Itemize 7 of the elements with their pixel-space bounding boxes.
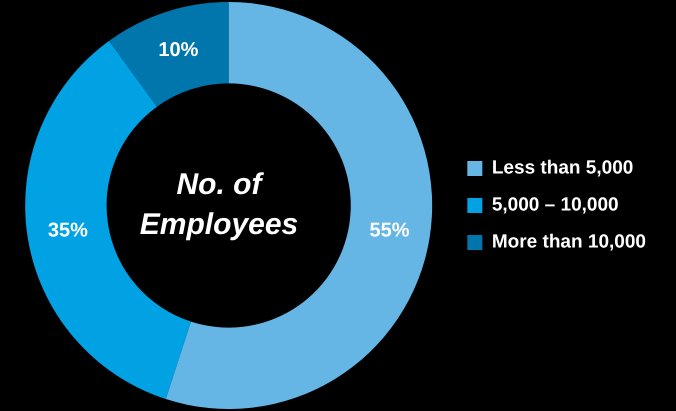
legend-label: 5,000 – 10,000 xyxy=(492,194,619,216)
legend-label: Less than 5,000 xyxy=(492,158,634,179)
legend-label: More than 10,000 xyxy=(492,232,646,253)
data-label: 55% xyxy=(369,219,410,242)
text: No. of Employees xyxy=(138,167,300,243)
data-label: 35% xyxy=(48,219,88,242)
data-label: 10% xyxy=(158,39,199,62)
